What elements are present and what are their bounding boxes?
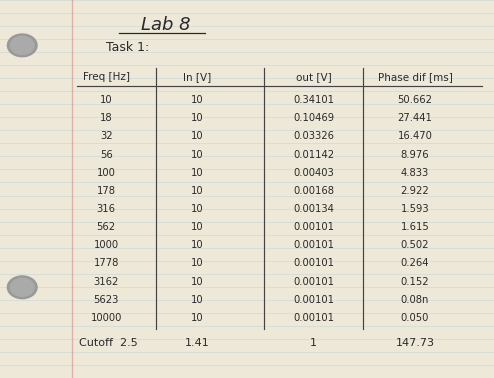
Text: 10: 10 <box>100 95 113 105</box>
Text: 10: 10 <box>191 150 204 160</box>
Text: 1.41: 1.41 <box>185 338 210 348</box>
Text: 0.00403: 0.00403 <box>293 168 334 178</box>
Text: Phase dif [ms]: Phase dif [ms] <box>377 73 453 82</box>
Text: out [V]: out [V] <box>296 73 331 82</box>
Text: 10: 10 <box>191 259 204 268</box>
Text: 56: 56 <box>100 150 113 160</box>
Text: 0.03326: 0.03326 <box>293 132 334 141</box>
Text: 100: 100 <box>97 168 116 178</box>
Text: Cutoff  2.5: Cutoff 2.5 <box>79 338 138 348</box>
Text: 0.00134: 0.00134 <box>293 204 334 214</box>
Text: Task 1:: Task 1: <box>106 41 150 54</box>
Text: 8.976: 8.976 <box>401 150 429 160</box>
Text: 10: 10 <box>191 295 204 305</box>
Text: 4.833: 4.833 <box>401 168 429 178</box>
Text: 10: 10 <box>191 186 204 196</box>
Text: 10: 10 <box>191 222 204 232</box>
Text: 50.662: 50.662 <box>398 95 432 105</box>
Text: 10: 10 <box>191 204 204 214</box>
Circle shape <box>10 36 34 54</box>
Text: 0.10469: 0.10469 <box>293 113 334 123</box>
Text: 0.00101: 0.00101 <box>293 222 334 232</box>
Text: 10: 10 <box>191 132 204 141</box>
Circle shape <box>7 34 37 57</box>
Text: 1.615: 1.615 <box>401 222 429 232</box>
Text: 0.08n: 0.08n <box>401 295 429 305</box>
Text: 10: 10 <box>191 168 204 178</box>
Text: 27.441: 27.441 <box>398 113 432 123</box>
Text: 0.00101: 0.00101 <box>293 313 334 323</box>
Text: 147.73: 147.73 <box>396 338 434 348</box>
Text: 18: 18 <box>100 113 113 123</box>
Text: 1.593: 1.593 <box>401 204 429 214</box>
Text: 16.470: 16.470 <box>398 132 432 141</box>
Text: In [V]: In [V] <box>183 73 212 82</box>
Circle shape <box>10 278 34 296</box>
Text: 0.00101: 0.00101 <box>293 277 334 287</box>
Text: 1: 1 <box>310 338 317 348</box>
Text: 0.264: 0.264 <box>401 259 429 268</box>
Text: Lab 8: Lab 8 <box>141 15 190 34</box>
Text: 0.00168: 0.00168 <box>293 186 334 196</box>
Text: 5623: 5623 <box>93 295 119 305</box>
Text: 10000: 10000 <box>90 313 122 323</box>
Text: 10: 10 <box>191 95 204 105</box>
Text: 1000: 1000 <box>94 240 119 250</box>
Text: 0.152: 0.152 <box>401 277 429 287</box>
Text: 10: 10 <box>191 113 204 123</box>
Text: 10: 10 <box>191 240 204 250</box>
Text: 1778: 1778 <box>93 259 119 268</box>
Text: 2.922: 2.922 <box>401 186 429 196</box>
Text: 0.00101: 0.00101 <box>293 295 334 305</box>
Text: 0.00101: 0.00101 <box>293 240 334 250</box>
Text: 178: 178 <box>97 186 116 196</box>
Text: Freq [Hz]: Freq [Hz] <box>82 73 130 82</box>
Text: 0.34101: 0.34101 <box>293 95 334 105</box>
Text: 32: 32 <box>100 132 113 141</box>
Text: 10: 10 <box>191 313 204 323</box>
Text: 562: 562 <box>97 222 116 232</box>
Text: 0.00101: 0.00101 <box>293 259 334 268</box>
Text: 10: 10 <box>191 277 204 287</box>
Circle shape <box>7 276 37 299</box>
Text: 3162: 3162 <box>93 277 119 287</box>
Text: 0.502: 0.502 <box>401 240 429 250</box>
Text: 316: 316 <box>97 204 116 214</box>
Text: 0.050: 0.050 <box>401 313 429 323</box>
Text: 0.01142: 0.01142 <box>293 150 334 160</box>
